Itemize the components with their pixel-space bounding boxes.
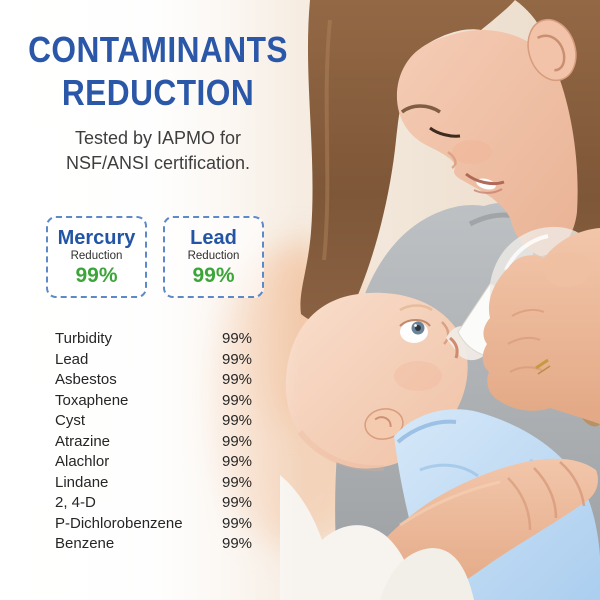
subtitle-line-1: Tested by IAPMO for bbox=[74, 128, 242, 148]
contaminant-value: 99% bbox=[222, 514, 253, 532]
contaminant-name: Lindane bbox=[55, 473, 109, 491]
contaminant-name: Turbidity bbox=[55, 330, 112, 347]
list-item: Lindane 99% bbox=[55, 473, 265, 494]
contaminant-value: 99% bbox=[222, 535, 253, 552]
contaminant-name: Alachlor bbox=[55, 453, 110, 470]
badge-mercury-value: 99% bbox=[75, 264, 118, 287]
contaminant-value: 99% bbox=[222, 350, 253, 368]
list-item: Cyst 99% bbox=[55, 411, 265, 432]
contaminant-name: Cyst bbox=[55, 412, 85, 429]
badge-lead: Lead Reduction 99% bbox=[163, 216, 264, 298]
list-item: Turbidity 99% bbox=[55, 329, 265, 350]
contaminant-name: Toxaphene bbox=[55, 391, 129, 409]
list-item: Atrazine 99% bbox=[55, 432, 265, 453]
list-item: Benzene 99% bbox=[55, 534, 265, 555]
list-item: P-Dichlorobenzene 99% bbox=[55, 514, 265, 535]
badge-mercury-name: Mercury bbox=[57, 227, 136, 249]
contaminant-value: 99% bbox=[222, 371, 253, 388]
list-item: Toxaphene 99% bbox=[55, 391, 265, 412]
badge-mercury: Mercury Reduction 99% bbox=[46, 216, 147, 298]
list-item: Lead 99% bbox=[55, 350, 265, 371]
contaminant-name: 2, 4-D bbox=[55, 494, 96, 511]
list-item: Alachlor 99% bbox=[55, 452, 265, 473]
contaminant-value: 99% bbox=[222, 412, 253, 429]
contaminant-value: 99% bbox=[222, 453, 253, 470]
list-item: 2, 4-D 99% bbox=[55, 493, 265, 514]
subtitle: Tested by IAPMO for NSF/ANSI certificati… bbox=[0, 126, 316, 176]
contaminant-value: 99% bbox=[222, 391, 253, 409]
contaminant-name: Lead bbox=[55, 350, 89, 368]
title-line-2: REDUCTION bbox=[61, 72, 255, 113]
contaminant-value: 99% bbox=[222, 473, 253, 491]
badge-mercury-label: Reduction bbox=[70, 250, 123, 262]
list-item: Asbestos 99% bbox=[55, 370, 265, 391]
contaminant-name: P-Dichlorobenzene bbox=[55, 514, 183, 532]
subtitle-line-2: NSF/ANSI certification. bbox=[65, 153, 251, 173]
contaminant-value: 99% bbox=[222, 330, 253, 347]
contaminant-value: 99% bbox=[222, 432, 253, 450]
contaminant-name: Atrazine bbox=[55, 432, 111, 450]
page-title: CONTAMINANTS REDUCTION bbox=[19, 28, 297, 114]
badge-lead-label: Reduction bbox=[187, 250, 240, 262]
contaminant-value: 99% bbox=[222, 494, 253, 511]
badge-lead-value: 99% bbox=[192, 264, 235, 287]
contaminants-list: Turbidity 99% Lead 99% Asbestos 99% Toxa… bbox=[55, 329, 265, 555]
reduction-badges: Mercury Reduction 99% Lead Reduction 99% bbox=[46, 216, 264, 298]
badge-lead-name: Lead bbox=[190, 227, 237, 249]
contaminant-name: Benzene bbox=[55, 535, 115, 552]
contaminant-name: Asbestos bbox=[55, 371, 117, 388]
title-line-1: CONTAMINANTS bbox=[28, 29, 288, 70]
